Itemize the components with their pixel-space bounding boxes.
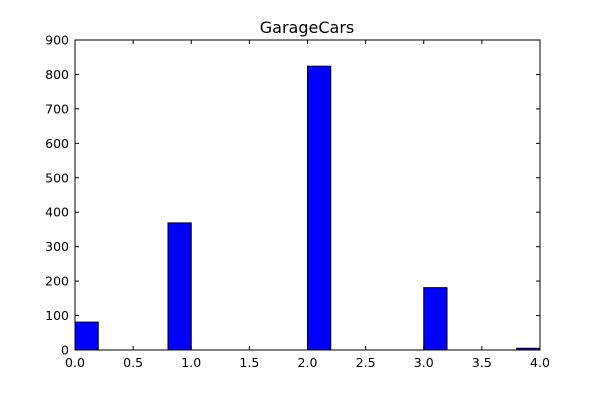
y-tick-label: 0 — [61, 343, 69, 358]
plot-frame — [74, 39, 541, 351]
y-tick-label: 700 — [45, 101, 69, 116]
x-tick-label: 3.0 — [414, 355, 434, 370]
bar-1 — [167, 222, 192, 351]
y-tick-label: 800 — [45, 67, 69, 82]
x-tick-label: 0.0 — [65, 355, 85, 370]
y-tick-label: 100 — [45, 308, 69, 323]
y-axis: 0 100 200 300 400 500 600 700 800 900 — [45, 33, 540, 358]
y-tick-label: 600 — [45, 136, 69, 151]
x-tick-label: 2.0 — [298, 355, 318, 370]
x-tick-label: 0.5 — [123, 355, 143, 370]
y-tick-label: 500 — [45, 170, 69, 185]
y-tick-label: 200 — [45, 274, 69, 289]
x-tick-label: 3.5 — [472, 355, 492, 370]
bars-group — [74, 65, 541, 351]
x-tick-label: 2.5 — [356, 355, 376, 370]
y-tick-label: 400 — [45, 205, 69, 220]
y-tick-label: 300 — [45, 239, 69, 254]
x-tick-label: 1.0 — [181, 355, 201, 370]
x-tick-label: 4.0 — [530, 355, 550, 370]
chart-title: GarageCars — [260, 18, 354, 37]
bar-3 — [423, 287, 448, 351]
y-tick-label: 900 — [45, 33, 69, 48]
x-tick-label: 1.5 — [239, 355, 259, 370]
x-axis: 0.0 0.5 1.0 1.5 2.0 2.5 3.0 3.5 4.0 — [65, 40, 550, 370]
bar-2 — [307, 65, 332, 351]
bar-0 — [74, 321, 99, 351]
